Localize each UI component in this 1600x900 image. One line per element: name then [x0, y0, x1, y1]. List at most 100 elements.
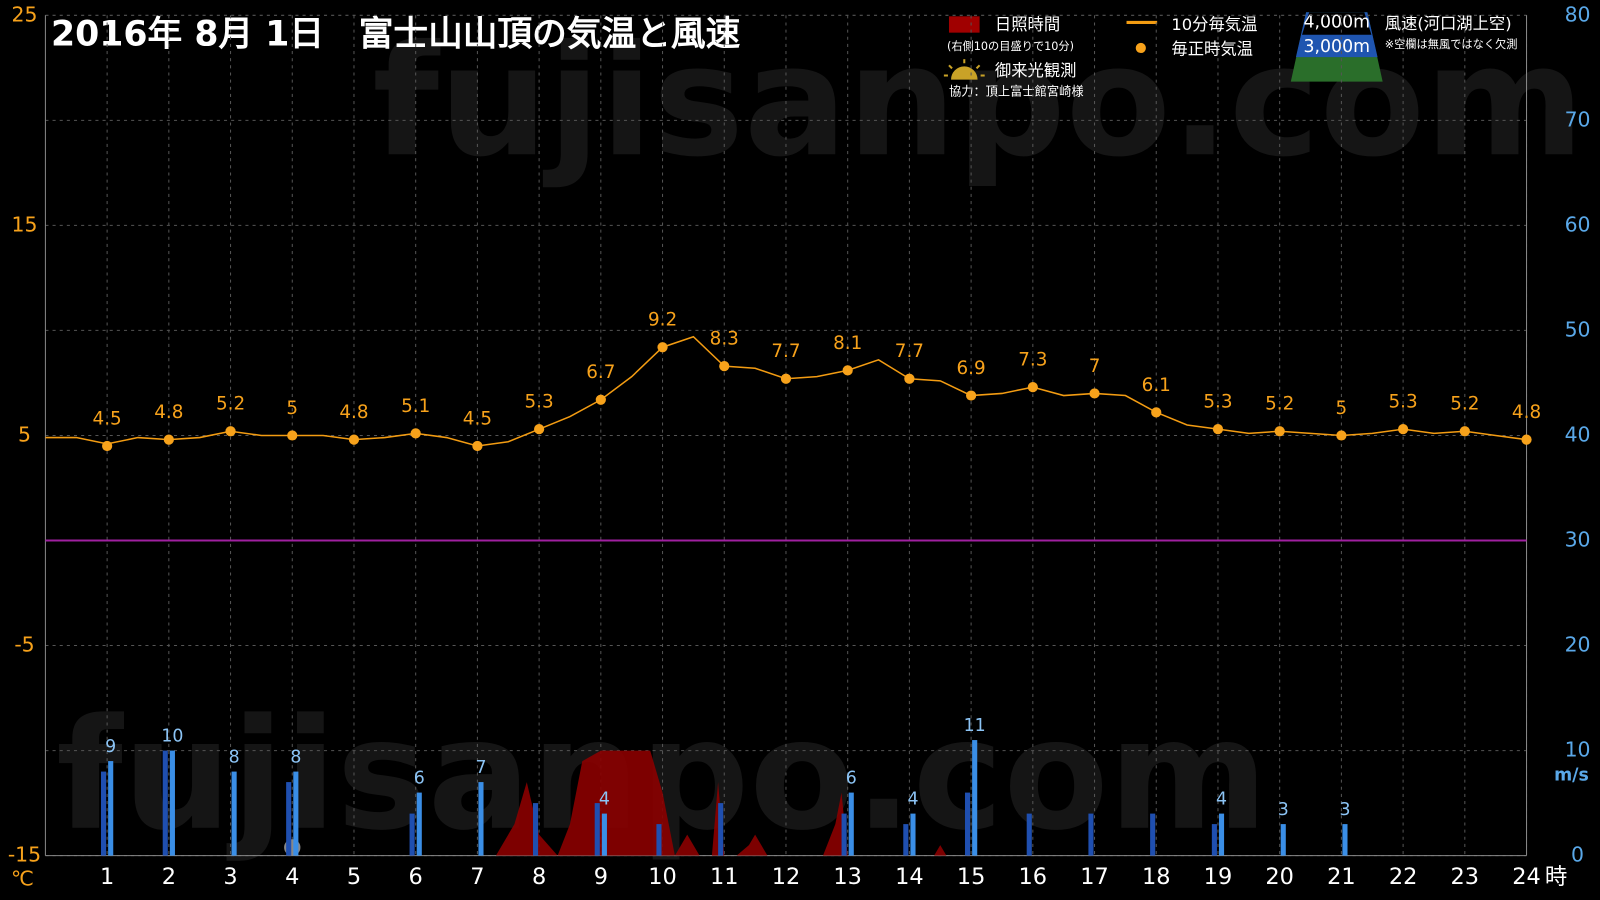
legend-note: (右側10の目盛りで10分)	[947, 39, 1074, 53]
data-label: 3	[1278, 800, 1289, 820]
wind-bar	[1150, 813, 1156, 856]
temperature-point	[719, 361, 730, 372]
temperature-point	[904, 373, 915, 384]
sunrise-icon	[943, 59, 985, 80]
temperature-point	[1151, 407, 1162, 418]
y-axis-unit: ℃	[11, 867, 34, 891]
x-tick-label: 5	[347, 864, 361, 890]
x-tick-label: 14	[895, 864, 924, 890]
x-tick-label: 23	[1451, 864, 1480, 890]
temperature-point	[657, 342, 668, 353]
wind-bar	[1211, 824, 1217, 856]
legend-label: 日照時間	[995, 15, 1060, 34]
x-tick-label: 13	[833, 864, 862, 890]
data-label: 7.3	[1018, 350, 1047, 371]
data-label: 4.5	[93, 408, 122, 429]
y-tick-label: 25	[12, 2, 38, 26]
temperature-point	[1521, 434, 1532, 445]
wind-bar	[416, 792, 422, 856]
temperature-point	[1212, 424, 1224, 435]
wind-bar	[286, 782, 292, 856]
data-label: 5.3	[525, 392, 554, 413]
data-label: 4	[1216, 789, 1227, 809]
legend-note: ※空欄は無風ではなく欠測	[1385, 37, 1518, 51]
data-label: 5.2	[216, 394, 245, 415]
y-tick-label: 5	[18, 422, 31, 446]
y-tick-label: -5	[14, 633, 34, 657]
wind-bar	[1218, 813, 1225, 856]
temperature-point	[348, 434, 360, 445]
temperature-point	[225, 426, 236, 437]
temperature-point	[1336, 430, 1347, 441]
y2-tick-label: 40	[1565, 422, 1591, 446]
y2-tick-label: 80	[1565, 2, 1591, 26]
data-label: 4	[907, 789, 918, 809]
legend-label: 10分毎気温	[1171, 15, 1257, 34]
x-tick-label: 20	[1265, 864, 1294, 890]
temperature-point	[102, 440, 113, 452]
data-label: 4.8	[1512, 402, 1541, 423]
legend-label: 御来光観測	[995, 61, 1077, 80]
temperature-point	[472, 440, 483, 452]
y2-tick-label: 60	[1565, 212, 1591, 236]
wind-bar	[108, 761, 114, 856]
data-label: 5.3	[1203, 392, 1232, 413]
temperature-point	[1089, 388, 1100, 399]
y2-tick-label: 0	[1571, 843, 1584, 867]
x-tick-label: 6	[409, 864, 423, 890]
legend-title: 風速(河口湖上空)	[1385, 14, 1512, 33]
data-label: 8.3	[710, 329, 739, 350]
wind-bar	[972, 740, 978, 856]
x-tick-label: 12	[772, 864, 801, 890]
credit: 協力：頂上富士館宮崎様	[949, 83, 1084, 98]
temperature-point	[410, 428, 421, 439]
y2-tick-label: 50	[1565, 317, 1591, 341]
legend-swatch	[948, 16, 980, 33]
x-tick-label: 15	[957, 864, 986, 890]
wind-bar	[162, 750, 168, 856]
y2-tick-label: 10	[1565, 738, 1591, 762]
data-label: 6.1	[1142, 375, 1171, 396]
legend-label: 4,000m	[1303, 12, 1370, 32]
wind-bar	[718, 803, 724, 856]
wind-bar	[594, 803, 600, 856]
wind-bar	[964, 792, 971, 856]
data-label: 3	[1339, 800, 1350, 820]
data-label: 7	[475, 758, 486, 778]
y2-axis-unit: m/s	[1554, 766, 1589, 786]
data-label: 7.7	[771, 341, 800, 362]
x-tick-label: 22	[1389, 864, 1418, 890]
chart-title: 2016年 8月 1日 富士山山頂の気温と風速	[51, 14, 741, 55]
x-tick-label: 24	[1512, 864, 1541, 890]
legend-label: 毎正時気温	[1171, 40, 1253, 59]
wind-bar	[532, 803, 539, 856]
data-label: 10	[161, 726, 183, 746]
wind-bar	[841, 813, 847, 856]
temperature-point	[966, 390, 977, 401]
data-label: 6.9	[957, 358, 986, 379]
legend-swatch	[1135, 42, 1146, 54]
wind-bar	[478, 782, 484, 856]
temperature-point	[780, 373, 792, 384]
x-tick-label: 19	[1204, 864, 1233, 890]
temperature-point	[1274, 426, 1285, 437]
x-axis-unit: 時	[1545, 864, 1567, 890]
data-label: 8.1	[833, 333, 862, 354]
data-label: 11	[964, 716, 986, 736]
wind-bar	[293, 771, 299, 856]
data-label: 6	[846, 768, 857, 788]
wind-bar	[903, 824, 909, 856]
wind-bar	[409, 813, 415, 856]
watermark: fujisanpo.com	[372, 13, 1584, 191]
data-label: 5.3	[1389, 392, 1418, 413]
data-label: 8	[229, 747, 240, 767]
wind-bar	[1280, 824, 1286, 856]
data-label: 8	[290, 747, 301, 767]
x-tick-label: 2	[162, 864, 176, 890]
wind-bar	[100, 771, 107, 856]
x-tick-label: 3	[223, 864, 237, 890]
data-label: 4.5	[463, 408, 492, 429]
data-label: 5.2	[1265, 394, 1294, 415]
